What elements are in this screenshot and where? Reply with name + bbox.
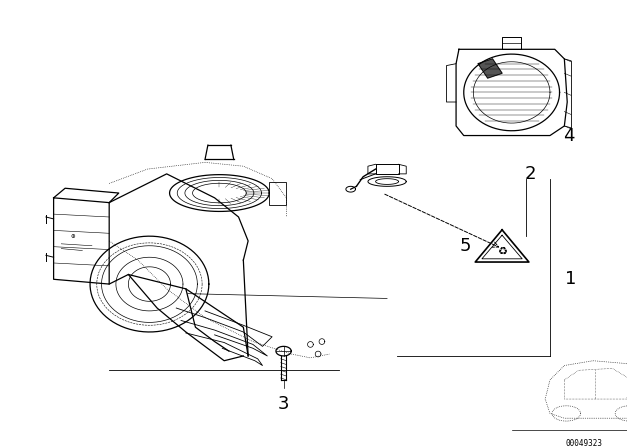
Text: ♻: ♻ (497, 246, 507, 257)
Bar (269, 181, 287, 205)
Text: 3: 3 (278, 395, 289, 413)
Text: 4: 4 (563, 126, 575, 145)
Polygon shape (478, 59, 502, 78)
Text: 2: 2 (525, 165, 536, 183)
Text: 1: 1 (565, 270, 577, 288)
Text: 00049323: 00049323 (565, 439, 602, 448)
Text: 5: 5 (460, 237, 472, 255)
Text: ⊕: ⊕ (70, 234, 75, 239)
